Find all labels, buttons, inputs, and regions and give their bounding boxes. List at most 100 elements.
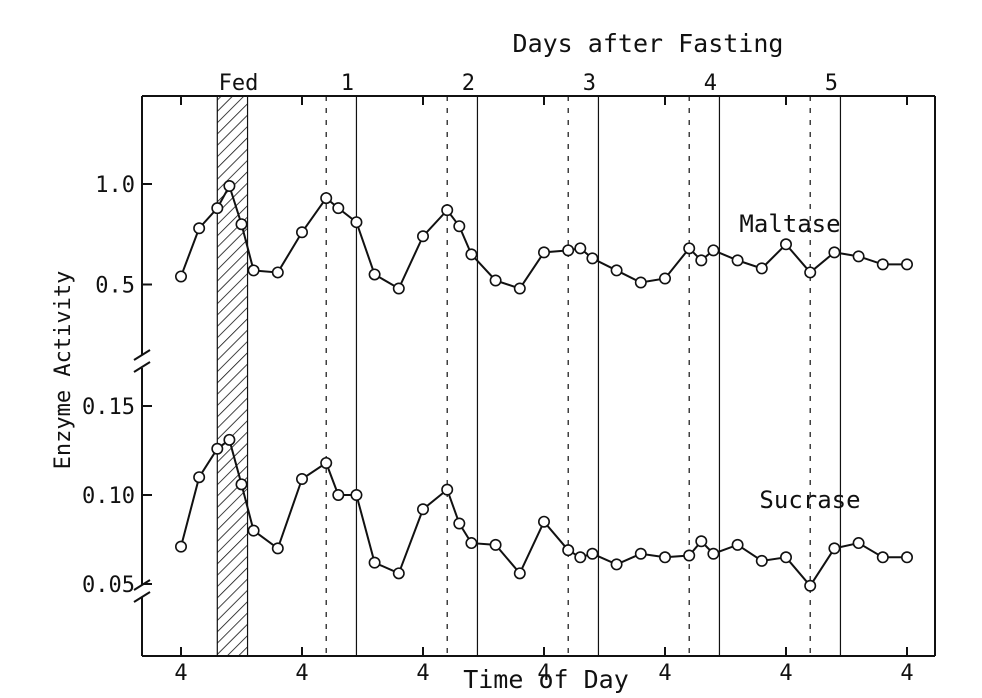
data-point-sucrase	[731, 538, 744, 551]
x-tick-label: 4	[900, 661, 913, 686]
data-point-sucrase	[634, 547, 647, 560]
fed-hatched-band	[216, 95, 249, 657]
data-point-sucrase	[416, 503, 429, 516]
data-point-sucrase	[332, 488, 345, 501]
data-point-sucrase	[852, 537, 865, 550]
y-tick-label-lower: 0.15	[82, 395, 135, 420]
data-point-maltase	[175, 270, 188, 283]
top-day-label: 4	[704, 71, 717, 96]
data-point-maltase	[658, 272, 671, 285]
data-point-sucrase	[900, 551, 913, 564]
y-tick-label-upper: 1.0	[95, 173, 135, 198]
data-point-sucrase	[828, 542, 841, 555]
top-day-label: 3	[583, 71, 596, 96]
data-point-sucrase	[350, 488, 363, 501]
data-point-maltase	[223, 180, 236, 193]
data-point-maltase	[562, 244, 575, 257]
data-point-sucrase	[453, 517, 466, 530]
data-point-sucrase	[223, 433, 236, 446]
x-tick-label: 4	[779, 661, 792, 686]
data-point-maltase	[489, 274, 502, 287]
y-axis-label: Enzyme Activity	[51, 271, 76, 470]
data-point-maltase	[392, 282, 405, 295]
data-point-maltase	[683, 242, 696, 255]
x-tick-label: 4	[174, 661, 187, 686]
data-point-sucrase	[574, 551, 587, 564]
data-point-maltase	[332, 202, 345, 215]
data-point-maltase	[610, 264, 623, 277]
data-point-maltase	[453, 220, 466, 233]
data-point-maltase	[804, 266, 817, 279]
data-point-maltase	[852, 250, 865, 263]
data-point-sucrase	[707, 547, 720, 560]
data-series: Maltase Sucrase	[175, 180, 913, 592]
data-point-sucrase	[683, 549, 696, 562]
day-divider-lines	[325, 96, 842, 656]
y-tick-label-lower: 0.05	[82, 573, 135, 598]
data-point-maltase	[295, 226, 308, 239]
x-tick-label: 4	[295, 661, 308, 686]
data-point-maltase	[368, 268, 381, 281]
data-point-maltase	[900, 258, 913, 271]
data-point-sucrase	[695, 535, 708, 548]
data-point-maltase	[876, 258, 889, 271]
data-point-sucrase	[175, 540, 188, 553]
data-point-maltase	[574, 242, 587, 255]
data-point-sucrase	[247, 524, 260, 537]
data-point-maltase	[779, 238, 792, 251]
data-point-sucrase	[610, 558, 623, 571]
data-point-maltase	[755, 262, 768, 275]
data-point-maltase	[695, 254, 708, 267]
data-point-sucrase	[271, 542, 284, 555]
data-point-maltase	[586, 252, 599, 265]
axis-break-mark	[133, 361, 151, 373]
x-axis-label: Time of Day	[463, 665, 629, 694]
data-point-sucrase	[876, 551, 889, 564]
x-tick-label: 4	[537, 661, 550, 686]
axis-break-mark	[133, 591, 151, 603]
data-point-maltase	[828, 246, 841, 259]
data-point-maltase	[441, 204, 454, 217]
data-point-maltase	[634, 276, 647, 289]
chart-title: Days after Fasting	[513, 29, 784, 58]
data-point-maltase	[235, 218, 248, 231]
top-day-label: Fed	[219, 71, 259, 96]
data-point-maltase	[707, 244, 720, 257]
data-point-sucrase	[489, 538, 502, 551]
series-label-sucrase: Sucrase	[759, 486, 860, 514]
data-point-maltase	[513, 282, 526, 295]
data-point-sucrase	[320, 456, 333, 469]
data-point-sucrase	[804, 579, 817, 592]
data-point-sucrase	[562, 544, 575, 557]
fed-period-shading	[216, 95, 249, 657]
x-tick-label: 4	[416, 661, 429, 686]
top-day-label: 2	[462, 71, 475, 96]
data-point-maltase	[537, 246, 550, 259]
data-point-maltase	[465, 248, 478, 261]
data-point-sucrase	[211, 442, 224, 455]
data-point-sucrase	[658, 551, 671, 564]
data-point-sucrase	[368, 556, 381, 569]
data-point-maltase	[350, 216, 363, 229]
series-label-maltase: Maltase	[739, 210, 840, 238]
data-point-maltase	[320, 192, 333, 205]
data-point-sucrase	[295, 472, 308, 485]
data-point-sucrase	[513, 567, 526, 580]
data-point-maltase	[271, 266, 284, 279]
plot-frame	[133, 95, 936, 657]
axis-ticks: 4 4 4 4 4 4 4 Fed 1 2 3 4 5 0.5 1.0 0.05 0.10 0.15	[82, 71, 914, 686]
data-point-maltase	[193, 222, 206, 235]
data-point-sucrase	[235, 478, 248, 491]
data-point-sucrase	[755, 554, 768, 567]
data-point-sucrase	[441, 483, 454, 496]
data-point-sucrase	[465, 537, 478, 550]
data-point-sucrase	[392, 567, 405, 580]
data-point-maltase	[731, 254, 744, 267]
top-day-label: 1	[341, 71, 354, 96]
data-point-sucrase	[537, 515, 550, 528]
data-point-sucrase	[193, 471, 206, 484]
y-tick-label-upper: 0.5	[95, 274, 135, 299]
axis-break-mark	[133, 349, 151, 361]
data-point-maltase	[211, 202, 224, 215]
